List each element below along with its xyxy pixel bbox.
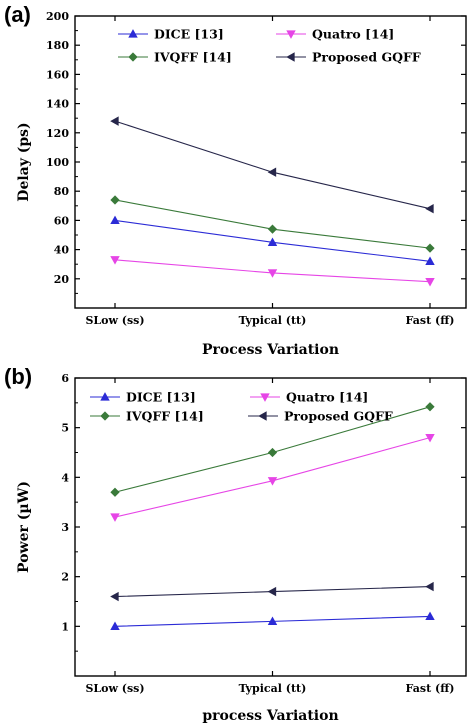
power-chart: (b) 1 2 3 4 5 6 SLow (ss) Typical (tt) Fast (ff) p…: [4, 364, 467, 724]
data-point: [425, 402, 435, 412]
legend-label: IVQFF [14]: [126, 409, 204, 424]
y-tick-label: 100: [46, 156, 69, 169]
y-tick-label: 6: [61, 372, 69, 385]
y-tick-label: 80: [54, 185, 70, 198]
data-point: [267, 269, 278, 278]
data-point: [267, 447, 278, 458]
data-point: [425, 433, 435, 443]
y-tick-label: 3: [61, 521, 69, 534]
y-tick-label: 4: [61, 471, 69, 484]
y-tick-label: 2: [61, 571, 69, 584]
legend-label: Quatro [14]: [312, 27, 394, 42]
data-point: [425, 204, 434, 214]
series-line-3: [114, 120, 431, 210]
y-tick-label: 180: [46, 39, 69, 52]
data-point: [425, 256, 435, 265]
y-tick-label: 20: [54, 273, 70, 286]
chart-panel-a: (a) 20 40 60 80 100 120 140 160 180 200 SLow (ss) Ty…: [0, 0, 474, 362]
data-point: [425, 278, 435, 287]
data-point: [110, 487, 120, 497]
x-axis-title: process Variation: [202, 708, 338, 724]
legend-marker: [128, 52, 138, 62]
x-tick-label: Typical (tt): [239, 682, 307, 695]
x-tick-label: Fast (ff): [406, 314, 455, 327]
x-tick-label: Typical (tt): [239, 314, 307, 327]
y-tick-label: 5: [61, 422, 69, 435]
data-point: [267, 616, 278, 626]
y-tick-label: 120: [46, 127, 69, 140]
legend-label: Quatro [14]: [286, 390, 368, 405]
data-point: [267, 237, 278, 246]
data-point: [425, 243, 435, 253]
panel-label: (b): [4, 364, 32, 389]
y-tick-label: 200: [46, 10, 69, 23]
data-point: [267, 224, 278, 234]
legend-marker: [258, 411, 267, 421]
data-point: [110, 621, 120, 630]
legend-label: IVQFF [14]: [154, 50, 232, 65]
legend-marker: [128, 29, 138, 38]
legend-marker: [100, 392, 110, 401]
legend-marker: [100, 411, 110, 421]
data-point: [110, 215, 120, 225]
y-axis-title: Power (µW): [16, 481, 32, 573]
legend-label: Proposed GQFF: [284, 409, 393, 424]
chart-panel-b: (b) 1 2 3 4 5 6 SLow (ss) Typical (tt) Fast (ff) p…: [0, 362, 474, 725]
legend-label: Proposed GQFF: [312, 50, 421, 65]
data-point: [267, 167, 277, 177]
x-tick-label: SLow (ss): [85, 682, 144, 695]
data-point: [110, 116, 119, 126]
y-tick-label: 40: [54, 244, 70, 257]
y-tick-label: 160: [46, 68, 69, 81]
legend-label: DICE [13]: [126, 390, 196, 405]
legend-marker: [260, 393, 270, 402]
y-tick-label: 1: [61, 620, 69, 633]
legend-marker: [286, 52, 295, 62]
y-tick-label: 140: [46, 98, 69, 111]
x-axis-title: Process Variation: [202, 342, 339, 358]
data-point: [267, 586, 277, 597]
legend-marker: [286, 30, 296, 39]
legend-label: DICE [13]: [154, 27, 224, 42]
x-tick-label: SLow (ss): [85, 314, 144, 327]
y-tick-label: 60: [54, 214, 70, 227]
delay-chart: (a) 20 40 60 80 100 120 140 160 180 200 SLow (ss) Ty…: [4, 2, 467, 358]
data-point: [110, 256, 120, 265]
data-point: [110, 591, 119, 602]
data-point: [110, 513, 120, 522]
x-tick-label: Fast (ff): [406, 682, 455, 695]
data-point: [425, 581, 434, 592]
data-point: [110, 195, 120, 205]
data-point: [425, 611, 435, 621]
data-point: [267, 477, 278, 486]
y-axis-title: Delay (ps): [16, 122, 32, 201]
panel-label: (a): [4, 2, 31, 27]
